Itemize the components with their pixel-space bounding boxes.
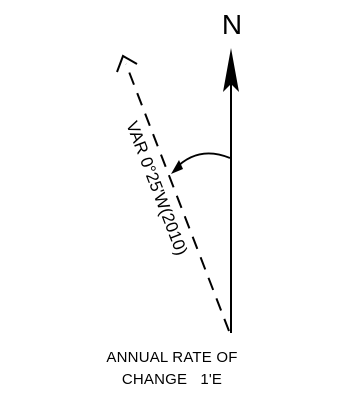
true-north-arrowhead — [223, 48, 239, 92]
north-label: N — [222, 9, 242, 40]
variation-angle-arrowhead — [171, 160, 183, 174]
annual-rate-caption-line1: ANNUAL RATE OF — [106, 349, 238, 366]
magnetic-north-line — [125, 63, 230, 332]
magnetic-north-arrowhead — [116, 54, 138, 73]
variation-angle-arc — [174, 152, 231, 170]
annual-rate-caption-line2: CHANGE 1'E — [121, 371, 223, 388]
variation-label: VAR 0°25'W(2010) — [122, 119, 191, 258]
